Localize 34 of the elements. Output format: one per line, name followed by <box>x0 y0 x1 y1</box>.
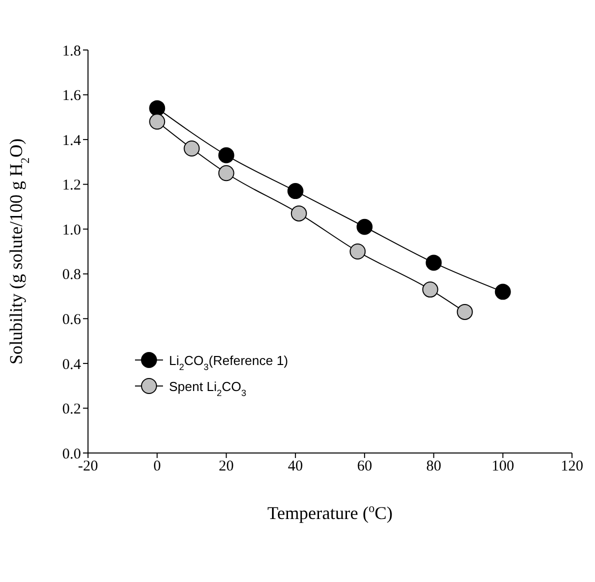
y-tick-label: 0.6 <box>62 312 82 328</box>
point <box>426 254 442 271</box>
x-tick-label: 100 <box>492 458 514 475</box>
y-tick-label: 1.4 <box>62 132 82 149</box>
y-tick-label: 1.8 <box>62 43 81 60</box>
y-tick-label: 1.2 <box>62 178 81 194</box>
y-tick-label: 1.6 <box>62 88 82 104</box>
point <box>218 165 234 182</box>
y-tick-label: 0.0 <box>62 446 81 462</box>
point <box>184 140 200 157</box>
point <box>456 304 473 320</box>
legend-label: Spent Li$_{2}$CO$_{3}$ <box>169 379 246 398</box>
y-tick-label: 0.8 <box>62 267 81 284</box>
x-axis-title: Temperature ($^{o}$C) <box>267 501 393 523</box>
point <box>149 100 166 116</box>
x-tick-label: 0 <box>153 458 161 475</box>
point <box>149 114 166 130</box>
point <box>422 282 438 298</box>
y-tick-label: 1.0 <box>62 222 81 238</box>
x-tick-label: -20 <box>78 458 98 475</box>
point <box>350 244 366 260</box>
x-tick-label: 20 <box>218 458 234 475</box>
point <box>218 147 234 164</box>
x-tick-label: 60 <box>357 458 372 475</box>
point <box>287 183 304 200</box>
x-tick-label: 40 <box>288 458 303 475</box>
legend-label: Li$_{2}$CO$_{3}$(Reference 1) <box>169 353 288 372</box>
x-tick-label: 80 <box>426 458 442 475</box>
point <box>494 284 511 300</box>
point <box>356 218 373 235</box>
x-tick-label: 120 <box>560 458 584 475</box>
y-tick-label: 0.2 <box>62 402 81 418</box>
y-tick-label: 0.4 <box>62 356 82 373</box>
point <box>290 205 307 222</box>
